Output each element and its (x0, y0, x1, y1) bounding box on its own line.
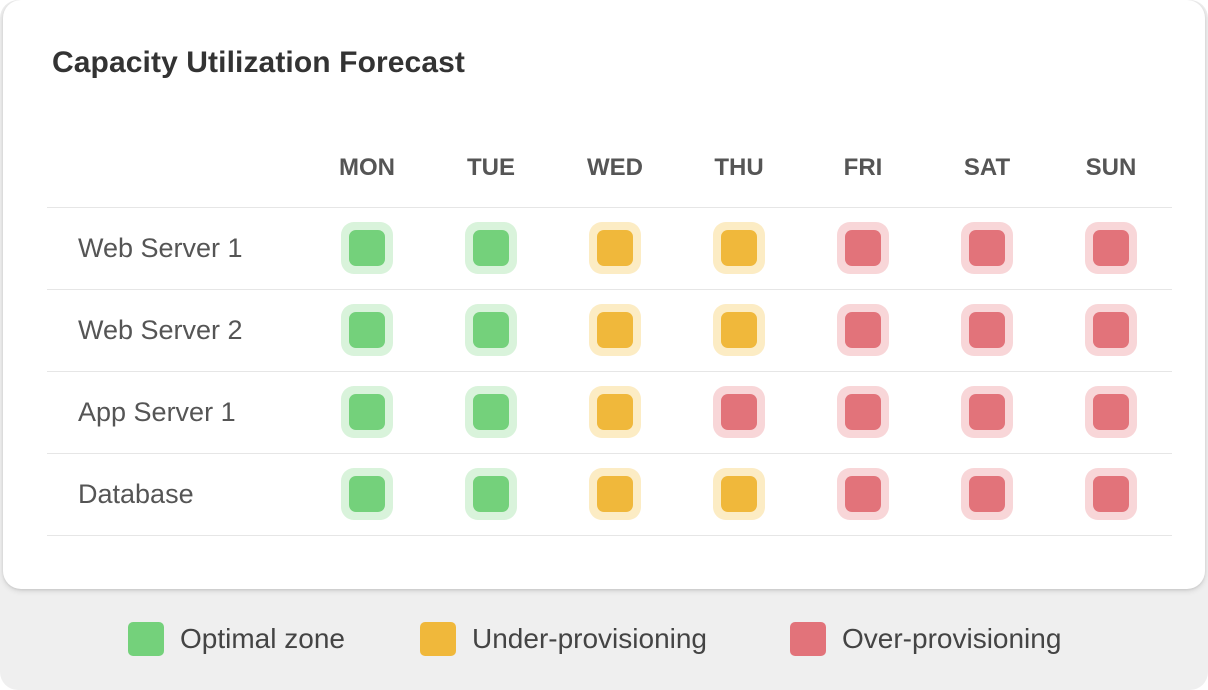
heatmap-cell-over (1085, 468, 1137, 520)
heatmap-cell-core (845, 312, 881, 348)
heatmap-cell-over (1085, 304, 1137, 356)
heatmap-cell-optimal (465, 386, 517, 438)
heatmap-cell-optimal (465, 304, 517, 356)
legend-item-under: Under-provisioning (420, 622, 707, 656)
row-divider (47, 207, 1172, 208)
legend-swatch (790, 622, 826, 656)
heatmap-cell-under (589, 222, 641, 274)
heatmap-cell-core (969, 476, 1005, 512)
heatmap-cell-under (589, 304, 641, 356)
heatmap-cell-under (713, 304, 765, 356)
heatmap-cell-optimal (341, 386, 393, 438)
column-label-tue: TUE (467, 154, 515, 181)
heatmap-cell-optimal (465, 222, 517, 274)
column-label-mon: MON (339, 154, 395, 181)
heatmap-cell-core (473, 312, 509, 348)
heatmap-cell-under (713, 468, 765, 520)
heatmap-cell-core (473, 230, 509, 266)
heatmap-cell-under (589, 468, 641, 520)
row-divider (47, 453, 1172, 454)
heatmap-cell-core (1093, 230, 1129, 266)
heatmap-cell-core (597, 394, 633, 430)
heatmap-cell-core (597, 230, 633, 266)
legend-label: Optimal zone (180, 623, 345, 654)
heatmap-cell-over (837, 468, 889, 520)
heatmap-cell-core (349, 394, 385, 430)
heatmap-cell-over (961, 222, 1013, 274)
heatmap-cell-under (589, 386, 641, 438)
heatmap-cell-under (713, 222, 765, 274)
heatmap-cell-optimal (341, 468, 393, 520)
row-label: App Server 1 (78, 397, 236, 427)
heatmap-cell-over (961, 304, 1013, 356)
heatmap-cell-core (349, 476, 385, 512)
heatmap-cell-core (1093, 476, 1129, 512)
heatmap-cell-optimal (341, 304, 393, 356)
heatmap-cell-optimal (465, 468, 517, 520)
row-divider (47, 535, 1172, 536)
heatmap-cell-over (961, 468, 1013, 520)
heatmap-cell-core (349, 230, 385, 266)
column-label-sun: SUN (1085, 154, 1137, 181)
heatmap-cell-over (837, 304, 889, 356)
chart-title: Capacity Utilization Forecast (52, 46, 465, 79)
heatmap-cell-over (713, 386, 765, 438)
heatmap-cell-core (721, 312, 757, 348)
heatmap-cell-core (473, 476, 509, 512)
heatmap-cell-over (1085, 386, 1137, 438)
heatmap-cell-core (969, 230, 1005, 266)
heatmap-cell-over (837, 222, 889, 274)
row-label: Database (78, 479, 194, 509)
heatmap-cell-core (349, 312, 385, 348)
heatmap-cell-over (837, 386, 889, 438)
heatmap-cell-core (721, 230, 757, 266)
heatmap-cell-over (1085, 222, 1137, 274)
column-label-wed: WED (587, 154, 643, 181)
legend-label: Over-provisioning (842, 623, 1062, 654)
heatmap-cell-core (721, 476, 757, 512)
heatmap-cell-core (721, 394, 757, 430)
heatmap-cell-core (597, 476, 633, 512)
heatmap-cell-core (1093, 312, 1129, 348)
legend-swatch (420, 622, 456, 656)
heatmap-cell-core (845, 394, 881, 430)
row-divider (47, 289, 1172, 290)
row-label: Web Server 1 (78, 233, 243, 263)
column-label-thu: THU (714, 154, 764, 181)
heatmap-cell-optimal (341, 222, 393, 274)
chart-card: Capacity Utilization Forecast MON TUE WED T… (3, 0, 1205, 589)
heatmap-cell-core (969, 312, 1005, 348)
row-divider (47, 371, 1172, 372)
column-label-sat: SAT (963, 154, 1011, 181)
heatmap-cell-core (969, 394, 1005, 430)
row-label: Web Server 2 (78, 315, 243, 345)
legend-item-optimal: Optimal zone (128, 622, 345, 656)
legend-swatch (128, 622, 164, 656)
heatmap-cell-core (597, 312, 633, 348)
column-label-fri: FRI (843, 154, 883, 181)
heatmap-cell-core (845, 476, 881, 512)
heatmap-cell-core (473, 394, 509, 430)
legend-item-over: Over-provisioning (790, 622, 1061, 656)
legend-label: Under-provisioning (472, 623, 708, 654)
heatmap-cell-core (1093, 394, 1129, 430)
heatmap-cell-over (961, 386, 1013, 438)
heatmap-cell-core (845, 230, 881, 266)
